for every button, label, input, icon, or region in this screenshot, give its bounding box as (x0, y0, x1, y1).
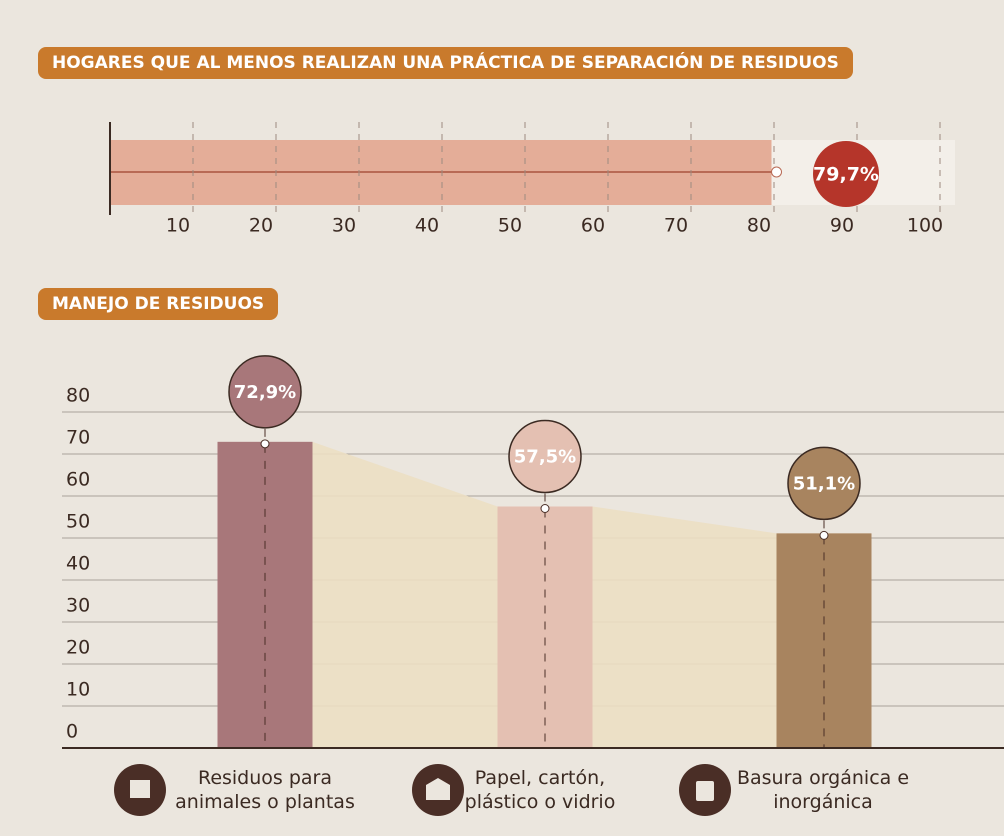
category-label: Basura orgánica e inorgánica (736, 767, 910, 813)
chart-title: MANEJO DE RESIDUOS (38, 288, 279, 320)
label-bubble (787, 446, 861, 521)
icon (114, 764, 731, 816)
y-tick-label: 10 (66, 679, 90, 701)
point (260, 439, 270, 449)
y-tick-label: 60 (66, 469, 90, 491)
label-bubble (228, 355, 302, 429)
x-tick-label: 70 (664, 215, 688, 237)
x-tick-label: 50 (498, 215, 522, 237)
value-label: 72,9% (234, 382, 296, 403)
value-label: 51,1% (793, 473, 855, 494)
value-label: 79,7% (813, 164, 879, 186)
x-tick-label: 100 (907, 215, 943, 237)
x-tick-label: 90 (830, 215, 854, 237)
value-label: 57,5% (514, 447, 576, 468)
x-tick-label: 20 (249, 215, 273, 237)
x-tick-label: 10 (166, 215, 190, 237)
point (819, 530, 829, 540)
y-tick-label: 20 (66, 637, 90, 659)
label-bubble (813, 141, 879, 207)
y-tick-label: 40 (66, 553, 90, 575)
y-tick-label: 30 (66, 595, 90, 617)
point (540, 504, 550, 513)
x-tick-label: 60 (581, 215, 605, 237)
y-tick-label: 50 (66, 511, 90, 533)
category-label: Papel, cartón, plástico o vidrio (464, 767, 616, 813)
x-tick-label: 40 (415, 215, 439, 237)
y-tick-label: 70 (66, 427, 90, 449)
chart-title: HOGARES QUE AL MENOS REALIZAN UNA PRÁCTI… (38, 47, 853, 79)
category-label: Residuos para animales o plantas (175, 767, 355, 813)
y-tick-label: 80 (66, 385, 90, 407)
x-tick-label: 30 (332, 215, 356, 237)
point (771, 166, 783, 178)
y-tick-label: 0 (66, 721, 78, 743)
x-tick-label: 80 (747, 215, 771, 237)
label-bubble (508, 419, 582, 494)
